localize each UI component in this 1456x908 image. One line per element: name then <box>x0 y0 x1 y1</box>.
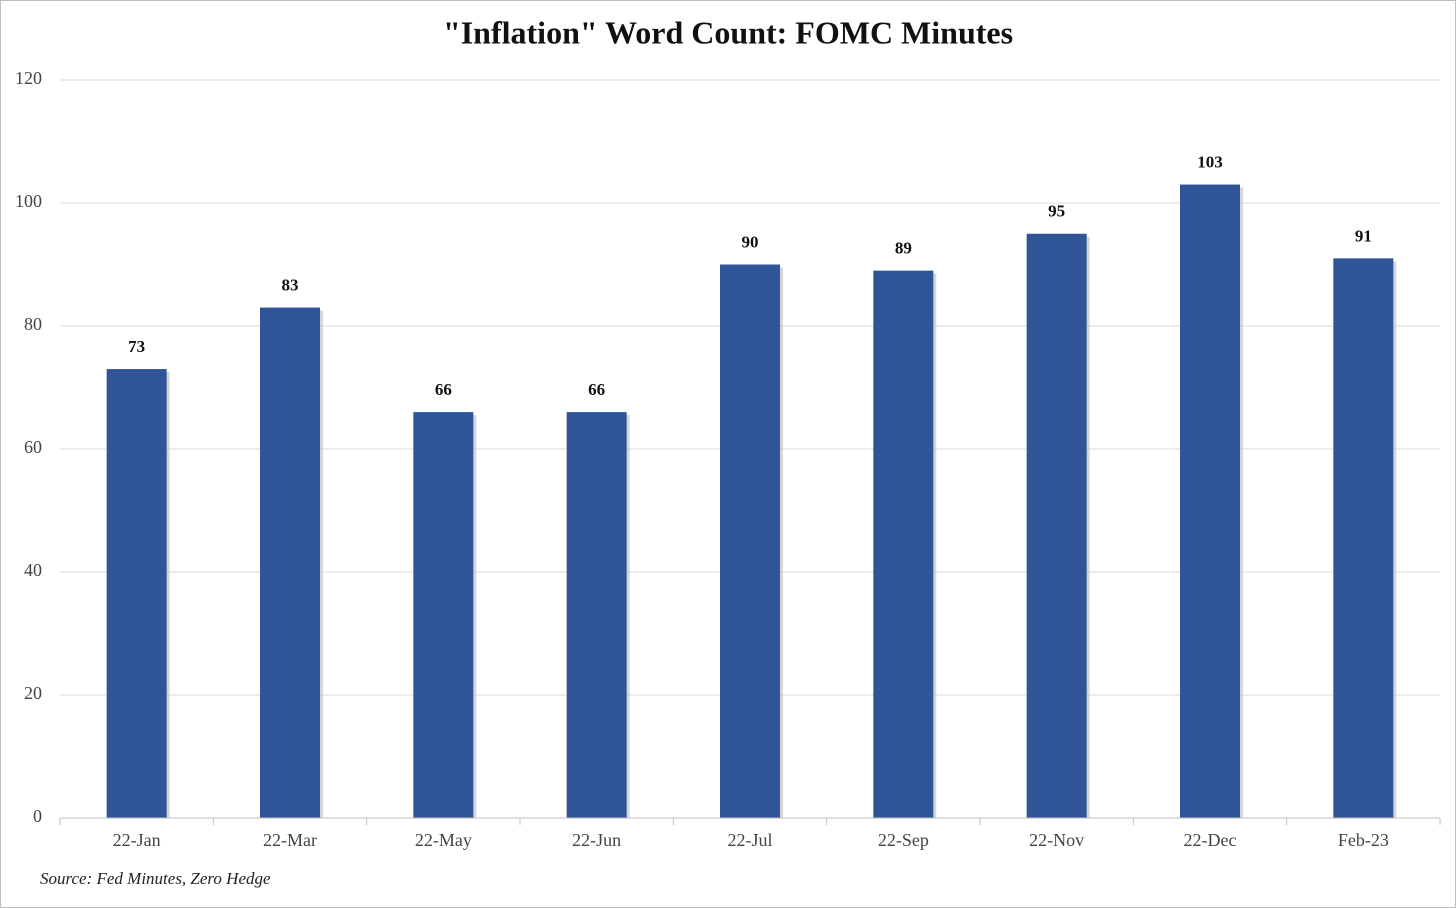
x-tick-label: 22-Dec <box>1184 830 1237 850</box>
x-tick-label: 22-May <box>415 830 472 850</box>
value-label: 66 <box>588 380 605 399</box>
x-tick-label: 22-Sep <box>878 830 929 850</box>
x-tick-label: Feb-23 <box>1338 830 1389 850</box>
value-label: 95 <box>1048 202 1065 221</box>
bar <box>106 369 167 818</box>
bar <box>873 270 934 818</box>
y-tick-label: 100 <box>15 191 42 211</box>
x-tick-label: 22-Mar <box>263 830 317 850</box>
y-tick-label: 80 <box>24 314 42 334</box>
bar <box>260 307 320 818</box>
bar <box>720 264 780 818</box>
y-tick-label: 40 <box>24 560 42 580</box>
bar <box>1333 258 1394 819</box>
value-label: 83 <box>282 275 299 294</box>
bar <box>566 412 627 818</box>
value-label: 91 <box>1355 226 1372 245</box>
x-tick-label: 22-Jul <box>728 830 773 850</box>
y-tick-label: 0 <box>33 806 42 826</box>
source-note: Source: Fed Minutes, Zero Hedge <box>40 869 271 888</box>
chart-title: "Inflation" Word Count: FOMC Minutes <box>443 14 1013 50</box>
bar <box>1026 233 1087 818</box>
y-tick-label: 60 <box>24 437 42 457</box>
y-tick-label: 20 <box>24 683 42 703</box>
value-label: 103 <box>1197 152 1223 171</box>
x-tick-label: 22-Jan <box>113 830 161 850</box>
bar <box>1180 184 1240 819</box>
x-tick-label: 22-Nov <box>1029 830 1084 850</box>
bar <box>413 412 474 818</box>
y-tick-label: 120 <box>15 68 42 88</box>
value-label: 73 <box>128 337 145 356</box>
value-label: 66 <box>435 380 452 399</box>
x-tick-label: 22-Jun <box>572 830 621 850</box>
value-label: 90 <box>742 232 759 251</box>
value-label: 89 <box>895 239 912 258</box>
